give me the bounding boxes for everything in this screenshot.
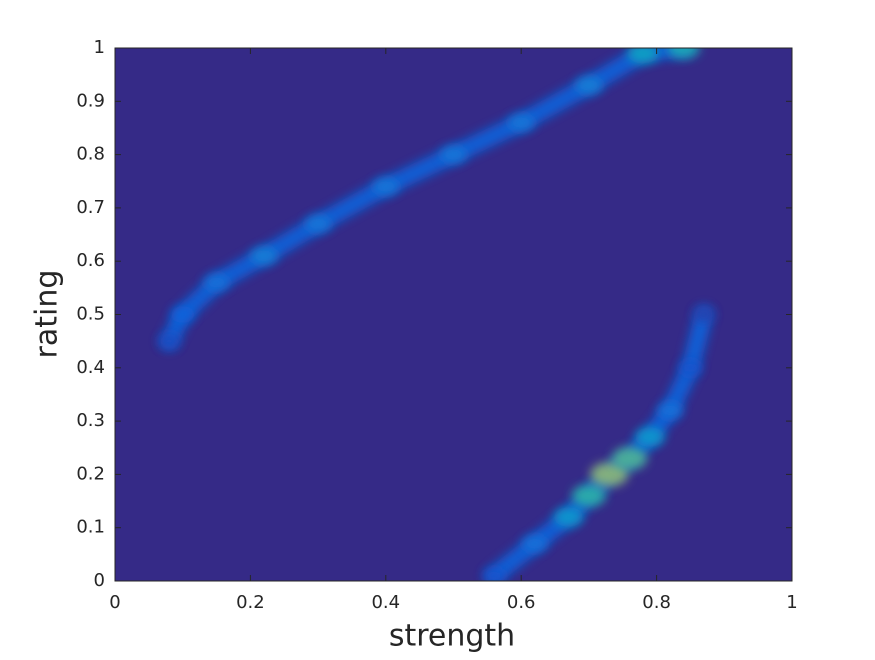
- density-blob: [158, 333, 181, 349]
- y-tick-label: 0.2: [76, 463, 105, 484]
- density-blob: [693, 307, 715, 322]
- y-tick-label: 0.7: [76, 197, 105, 218]
- y-axis-label: rating: [30, 270, 65, 359]
- density-blob: [634, 427, 665, 447]
- density-blob: [611, 447, 648, 470]
- y-tick-label: 0.4: [76, 357, 105, 378]
- density-blob: [170, 306, 195, 323]
- density-blob: [667, 48, 700, 59]
- x-tick-label: 0.6: [507, 592, 536, 613]
- density-blob: [305, 215, 332, 233]
- density-blob: [508, 113, 535, 132]
- density-blob: [571, 484, 606, 507]
- density-blob: [250, 246, 278, 265]
- y-tick-label: 0.3: [76, 410, 105, 431]
- y-tick-label: 0.9: [76, 90, 105, 111]
- density-blob: [679, 360, 702, 376]
- x-tick-label: 1: [786, 592, 797, 613]
- density-blob: [575, 76, 603, 95]
- density-blob: [521, 535, 548, 553]
- density-blob: [590, 462, 629, 487]
- plot-background: [115, 48, 792, 581]
- y-tick-label: 0: [94, 570, 105, 591]
- x-axis-label: strength: [389, 619, 515, 654]
- x-tick-label: 0.2: [236, 592, 265, 613]
- x-tick-label: 0: [109, 592, 120, 613]
- x-tick-label: 0.4: [371, 592, 400, 613]
- density-blob: [553, 507, 584, 527]
- y-tick-label: 0.8: [76, 144, 105, 165]
- density-blob: [482, 567, 506, 581]
- density-layer: [158, 48, 715, 581]
- y-tick-label: 0.1: [76, 517, 105, 538]
- y-tick-label: 0.6: [76, 250, 105, 271]
- density-blob: [440, 145, 467, 164]
- x-tick-label: 0.8: [642, 592, 671, 613]
- density-blob: [657, 401, 683, 420]
- density-blob: [372, 177, 399, 196]
- y-tick-label: 1: [94, 37, 105, 58]
- density-blob: [203, 273, 230, 292]
- density-blob: [627, 48, 659, 64]
- y-tick-label: 0.5: [76, 304, 105, 325]
